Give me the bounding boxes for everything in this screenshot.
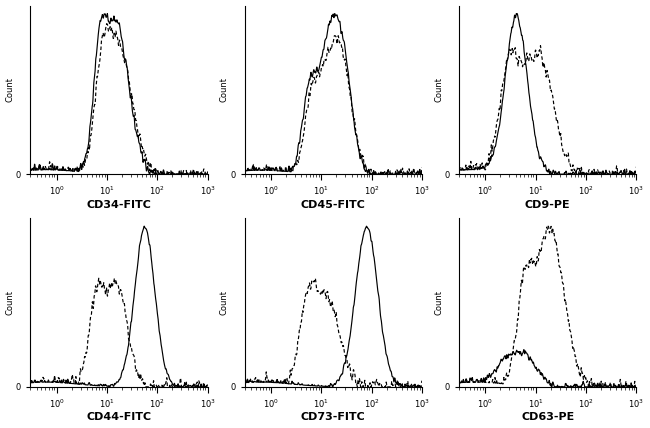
- X-axis label: CD34-FITC: CD34-FITC: [86, 200, 151, 210]
- Y-axis label: Count: Count: [434, 290, 443, 315]
- Y-axis label: Count: Count: [6, 77, 14, 102]
- Y-axis label: Count: Count: [434, 77, 443, 102]
- X-axis label: CD45-FITC: CD45-FITC: [301, 200, 366, 210]
- X-axis label: CD9-PE: CD9-PE: [525, 200, 571, 210]
- X-axis label: CD73-FITC: CD73-FITC: [301, 413, 366, 422]
- Y-axis label: Count: Count: [220, 290, 229, 315]
- X-axis label: CD63-PE: CD63-PE: [521, 413, 575, 422]
- Y-axis label: Count: Count: [6, 290, 14, 315]
- X-axis label: CD44-FITC: CD44-FITC: [86, 413, 151, 422]
- Y-axis label: Count: Count: [220, 77, 229, 102]
